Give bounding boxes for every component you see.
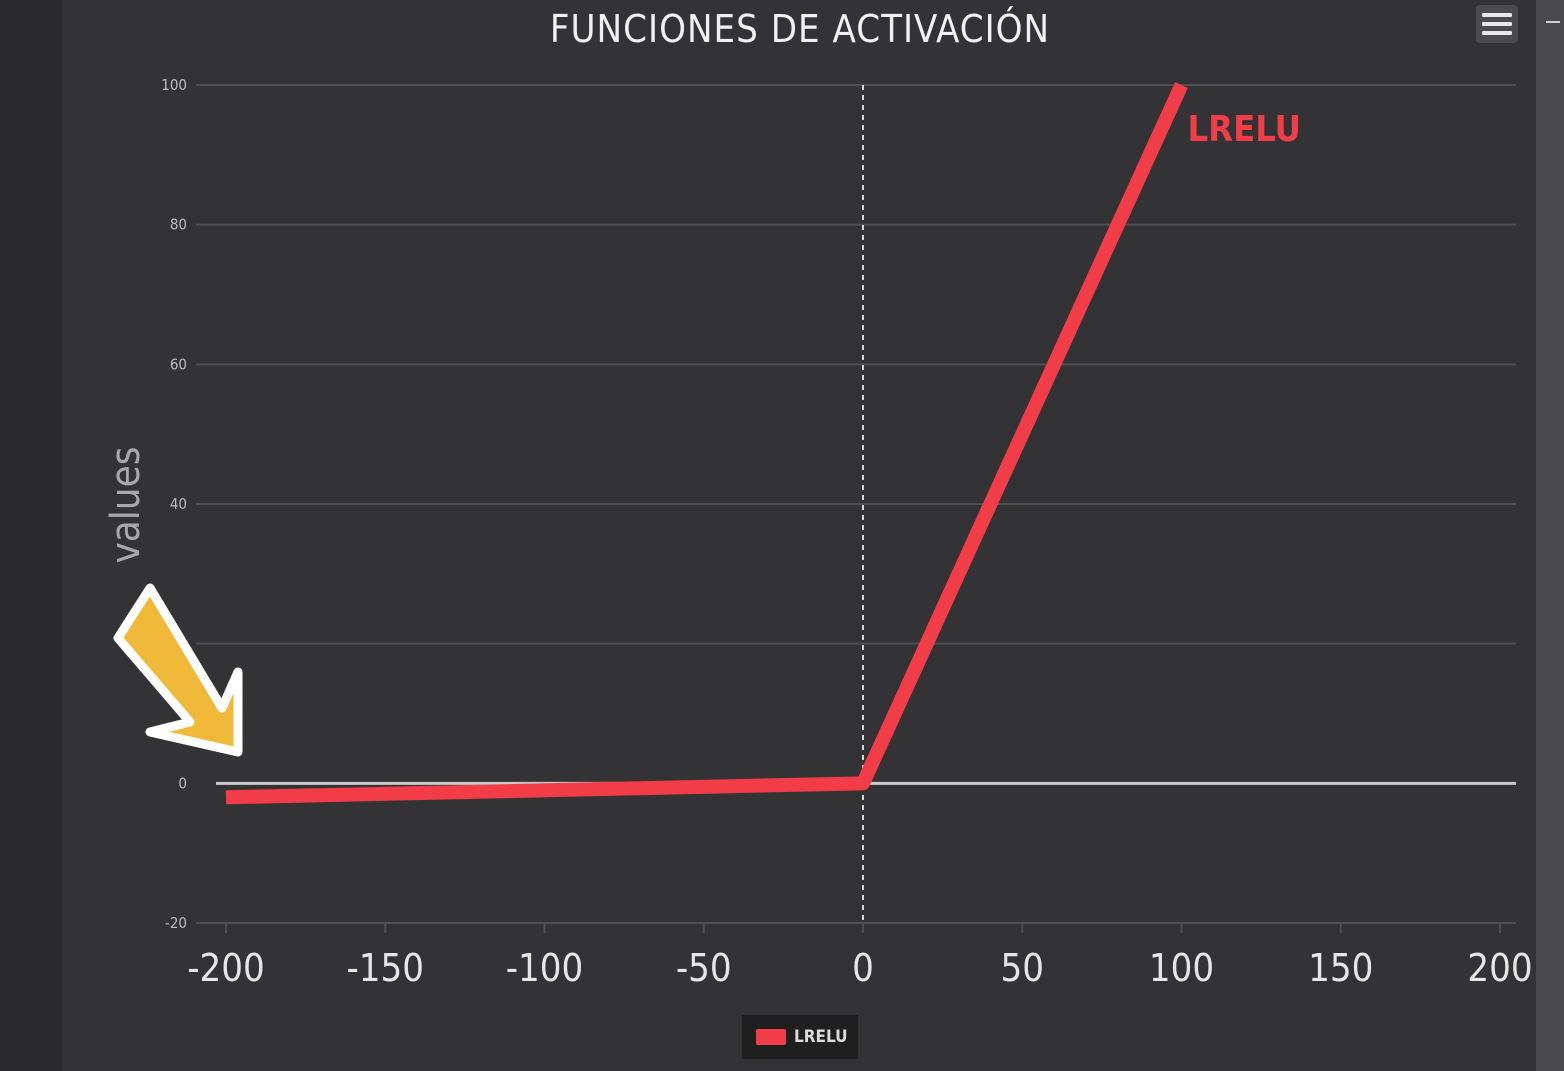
y-tick-label: 100 [161, 76, 187, 94]
y-tick-label: 60 [170, 355, 187, 373]
x-tick-label: -100 [506, 946, 584, 990]
x-tick-label: 200 [1467, 946, 1532, 990]
axes [216, 85, 1516, 933]
y-tick-label: 40 [170, 495, 187, 513]
chart-panel [62, 0, 1536, 1071]
series-line-lrelu [225, 82, 1188, 805]
legend[interactable]: LRELU [742, 1015, 858, 1059]
x-tick-label: -150 [346, 946, 424, 990]
series-layer: LRELU [225, 82, 1301, 805]
menu-button[interactable] [1476, 5, 1518, 43]
x-tick-label: -50 [676, 946, 732, 990]
series-label: LRELU [1188, 109, 1301, 150]
hamburger-menu-icon-bar [1482, 31, 1512, 35]
y-tick-label: 80 [170, 216, 187, 234]
legend-label: LRELU [794, 1027, 848, 1047]
window-edge [1536, 0, 1564, 1071]
minimize-icon[interactable] [1546, 21, 1560, 23]
y-axis-label: values [103, 446, 149, 563]
x-tick-label: 150 [1308, 946, 1373, 990]
x-tick-label: 50 [1001, 946, 1045, 990]
y-tick-label: -20 [165, 914, 187, 932]
hamburger-menu-icon [1482, 13, 1512, 17]
hamburger-menu-icon-bar [1482, 22, 1512, 26]
legend-swatch [756, 1029, 786, 1045]
x-tick-label: -200 [187, 946, 265, 990]
x-tick-label: 100 [1149, 946, 1214, 990]
arrow-icon [113, 583, 243, 757]
grid-lines [196, 84, 1516, 924]
x-tick-label: 0 [852, 946, 874, 990]
y-tick-label: 0 [178, 774, 187, 792]
chart-title: FUNCIONES DE ACTIVACIÓN [550, 7, 1050, 51]
